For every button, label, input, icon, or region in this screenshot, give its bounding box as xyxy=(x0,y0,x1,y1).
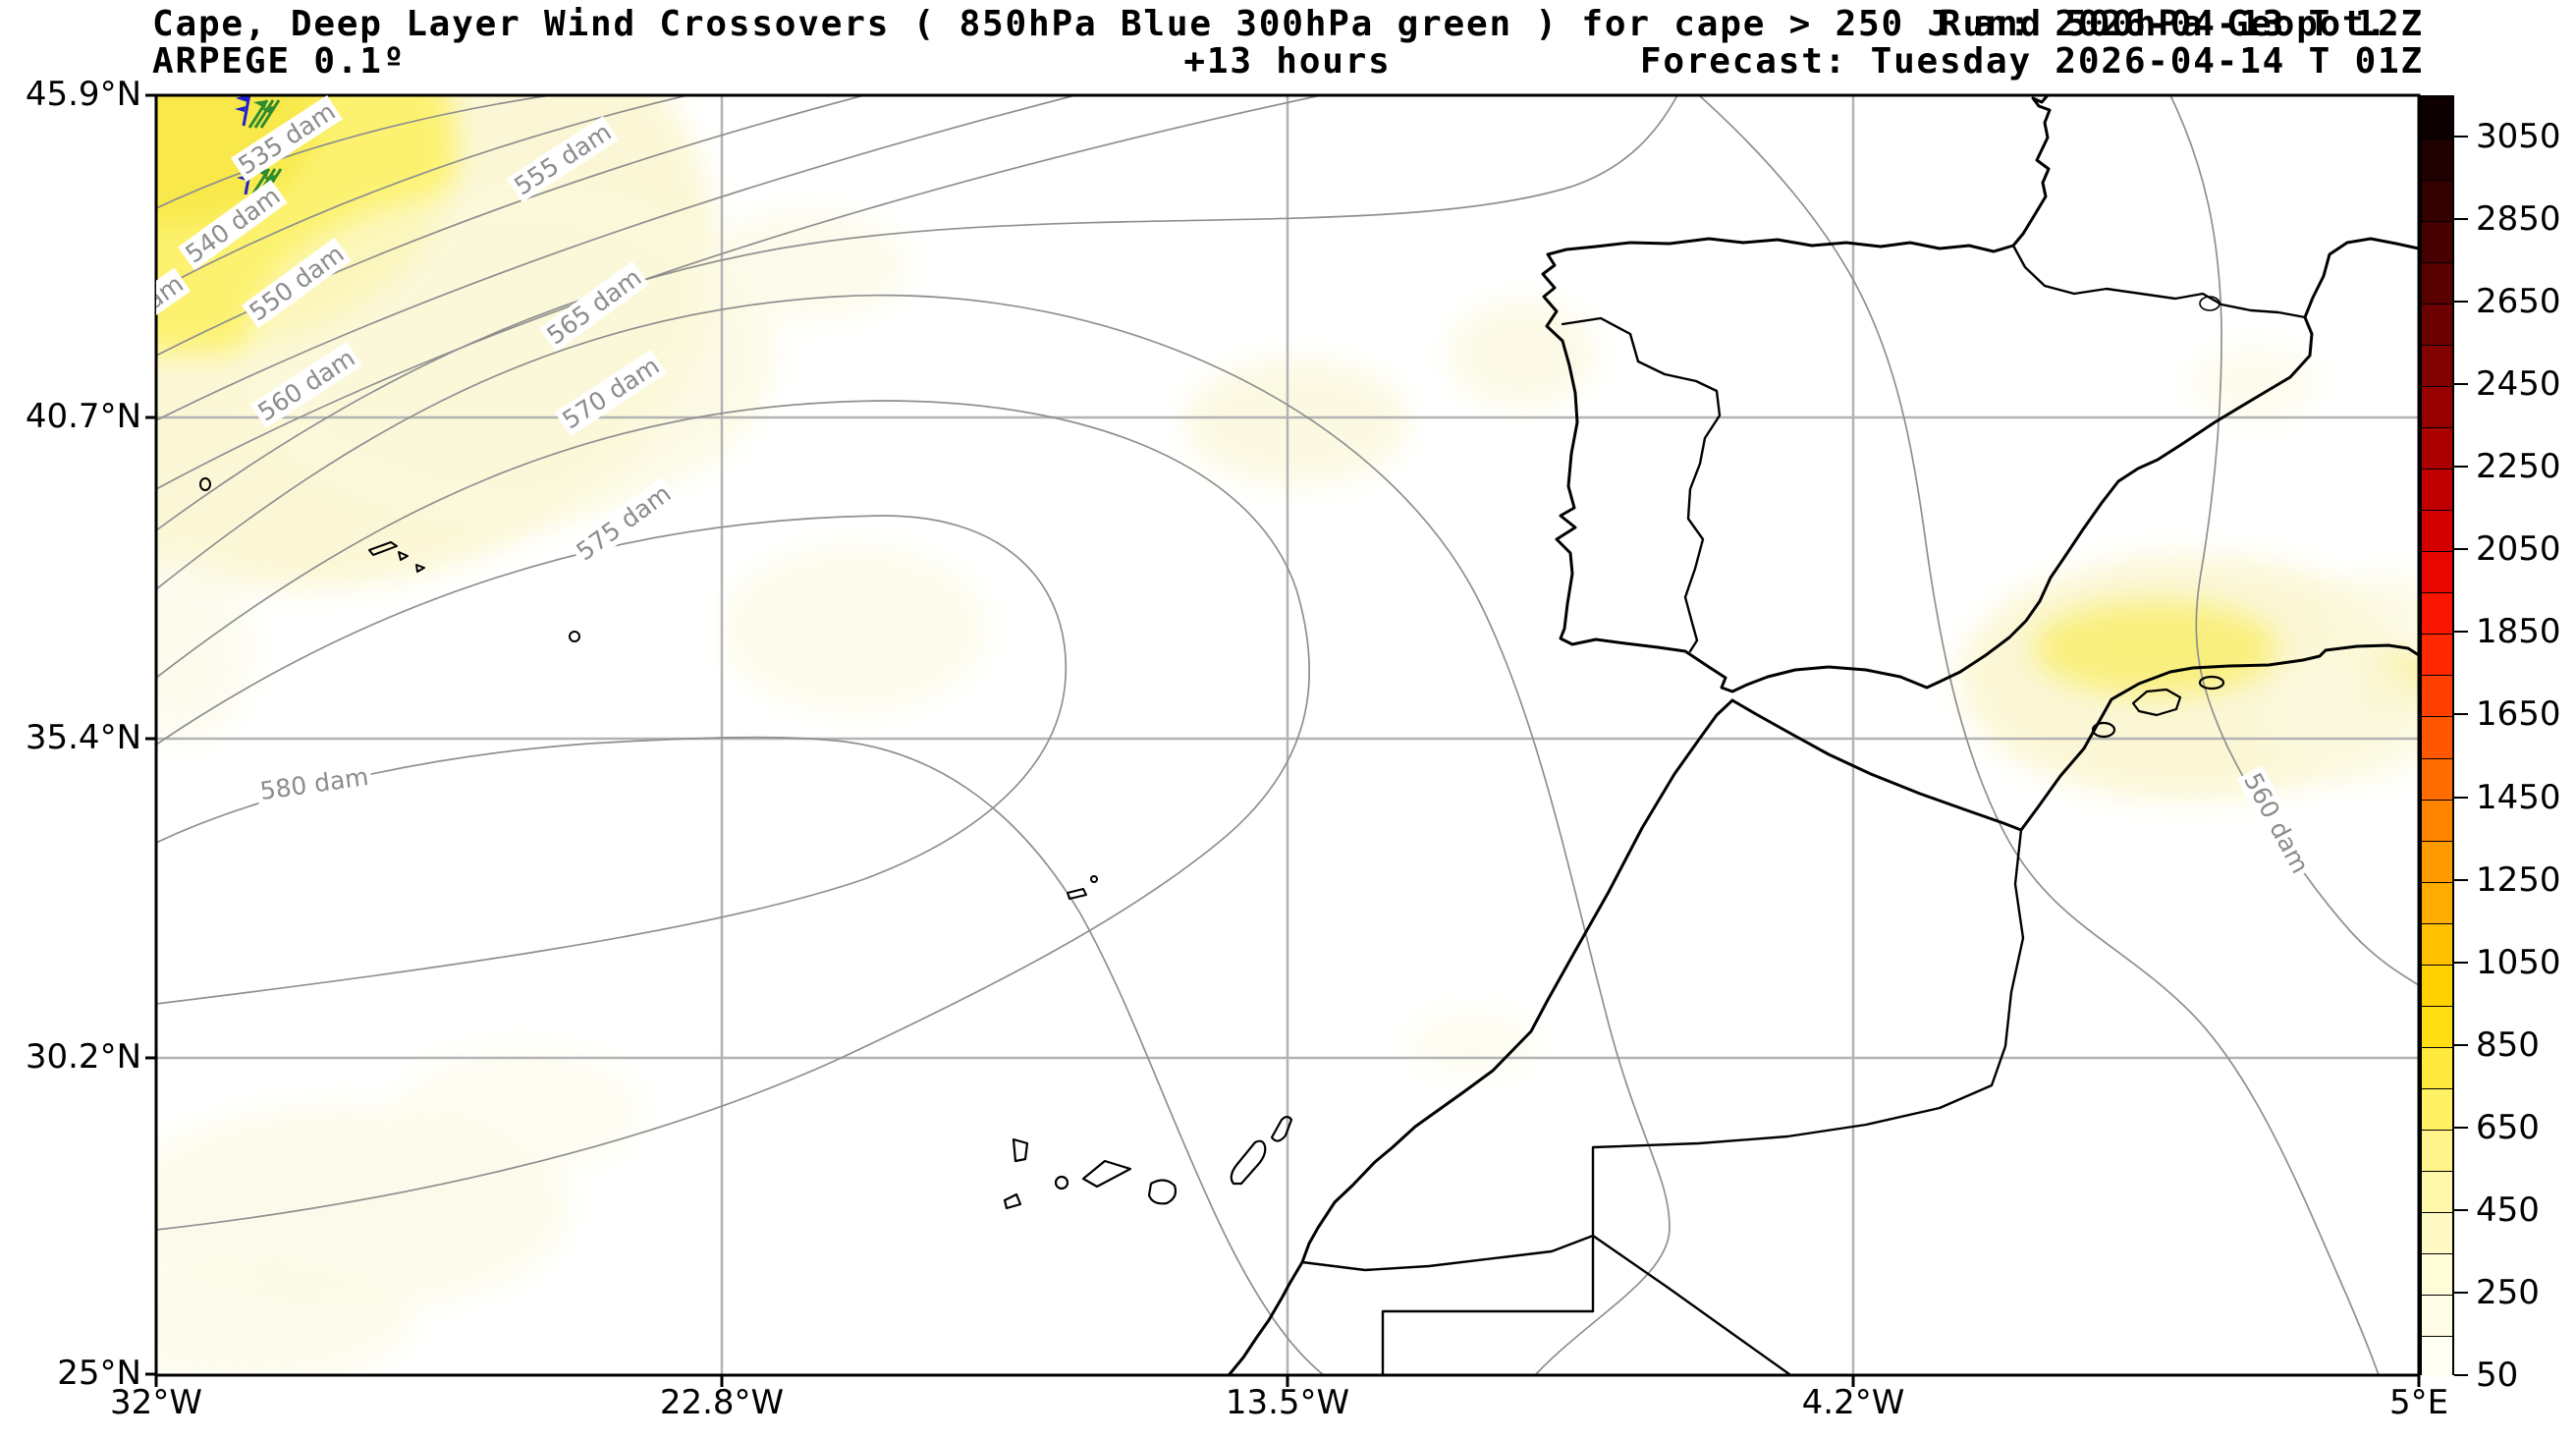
colorbar-segment xyxy=(2422,221,2452,263)
colorbar-segment xyxy=(2422,551,2452,593)
colorbar-value-label: 250 xyxy=(2476,1272,2540,1312)
colorbar-segment xyxy=(2422,1335,2452,1377)
colorbar-value-label: 50 xyxy=(2476,1356,2519,1395)
colorbar-value-label: 2250 xyxy=(2476,447,2561,487)
longitude-tick-label: 4.2°W xyxy=(1801,1383,1905,1422)
contour-value-label: 535 dam xyxy=(230,95,344,183)
colorbar-value-label: 650 xyxy=(2476,1107,2540,1147)
colorbar-value-label: 1650 xyxy=(2476,694,2561,735)
chart-title: Cape, Deep Layer Wind Crossovers ( 850hP… xyxy=(152,4,2388,44)
colorbar-segment xyxy=(2422,304,2452,346)
colorbar-segment xyxy=(2422,1294,2452,1336)
contour-value-label: 555 dam xyxy=(506,115,620,203)
geopotential-contour-layer xyxy=(156,95,2419,1375)
colorbar-segment xyxy=(2422,922,2452,965)
colorbar-segment xyxy=(2422,592,2452,635)
colorbar-value-label: 850 xyxy=(2476,1024,2540,1065)
latitude-tick-label: 35.4°N xyxy=(25,718,141,757)
colorbar-segment xyxy=(2422,1252,2452,1295)
colorbar-segment xyxy=(2422,1211,2452,1253)
latitude-tick-label: 30.2°N xyxy=(25,1037,141,1077)
colorbar-tick xyxy=(2454,878,2468,881)
axis-tick-marks xyxy=(145,93,2421,1387)
longitude-tick-label: 22.8°W xyxy=(659,1383,785,1422)
colorbar-tick xyxy=(2454,1208,2468,1211)
lead-time-label: +13 hours xyxy=(1183,41,1392,82)
colorbar-segment xyxy=(2422,469,2452,511)
colorbar-value-label: 3050 xyxy=(2476,117,2561,157)
colorbar-value-label: 2650 xyxy=(2476,282,2561,322)
colorbar-value-label: 1250 xyxy=(2476,859,2561,900)
longitude-tick-label: 32°W xyxy=(110,1383,202,1422)
colorbar-segment xyxy=(2422,1087,2452,1130)
colorbar-value-label: 2450 xyxy=(2476,364,2561,405)
latitude-tick-label: 45.9°N xyxy=(25,75,141,114)
colorbar-tick xyxy=(2454,1291,2468,1294)
colorbar-segment xyxy=(2422,634,2452,676)
colorbar-segment xyxy=(2422,262,2452,304)
colorbar-tick xyxy=(2454,1126,2468,1129)
contour-value-label: 560 dam xyxy=(2236,765,2317,881)
run-timestamp: Run: 2026-04-13 T 12Z xyxy=(1940,4,2424,44)
colorbar-segment xyxy=(2422,427,2452,470)
contour-value-label: 545 dam xyxy=(156,267,192,358)
longitude-tick-label: 5°E xyxy=(2388,1383,2449,1422)
colorbar-segment xyxy=(2422,510,2452,552)
colorbar-value-label: 2850 xyxy=(2476,199,2561,240)
gridline-layer xyxy=(156,95,2419,1375)
colorbar-tick xyxy=(2454,1043,2468,1046)
colorbar-tick xyxy=(2454,631,2468,634)
model-label: ARPEGE 0.1º xyxy=(152,41,407,82)
colorbar-tick xyxy=(2454,218,2468,221)
colorbar-segment xyxy=(2422,799,2452,841)
colorbar-value-label: 1450 xyxy=(2476,777,2561,817)
colorbar-tick xyxy=(2454,1374,2468,1376)
colorbar-value-label: 1850 xyxy=(2476,612,2561,652)
colorbar-segment xyxy=(2422,386,2452,428)
colorbar-segment xyxy=(2422,97,2452,139)
latitude-tick-label: 40.7°N xyxy=(25,397,141,436)
contour-value-label: 575 dam xyxy=(569,476,679,569)
contour-value-label: 565 dam xyxy=(539,260,649,353)
colorbar-segment xyxy=(2422,345,2452,387)
colorbar-segment xyxy=(2422,1005,2452,1047)
colorbar-segment xyxy=(2422,881,2452,923)
latitude-tick-label: 25°N xyxy=(57,1354,141,1393)
coastline-layer xyxy=(199,95,2419,1375)
colorbar-tick xyxy=(2454,136,2468,138)
colorbar-tick xyxy=(2454,961,2468,964)
colorbar-segment xyxy=(2422,1129,2452,1171)
colorbar-segment xyxy=(2422,1046,2452,1088)
colorbar-segment xyxy=(2422,964,2452,1006)
colorbar-segment xyxy=(2422,1170,2452,1212)
colorbar-segment xyxy=(2422,757,2452,800)
contour-value-label: 540 dam xyxy=(178,179,288,271)
wind-barb-layer xyxy=(235,95,283,197)
colorbar-tick xyxy=(2454,548,2468,551)
contour-value-label: 570 dam xyxy=(554,349,668,437)
colorbar-segment xyxy=(2422,716,2452,758)
contour-value-label: 560 dam xyxy=(249,341,363,429)
colorbar-segment xyxy=(2422,180,2452,222)
colorbar-tick xyxy=(2454,466,2468,469)
colorbar-value-label: 1050 xyxy=(2476,942,2561,982)
colorbar-segment xyxy=(2422,840,2452,882)
forecast-timestamp: Forecast: Tuesday 2026-04-14 T 01Z xyxy=(1639,41,2424,82)
cape-colorbar xyxy=(2420,95,2454,1377)
colorbar-value-label: 450 xyxy=(2476,1190,2540,1230)
colorbar-tick xyxy=(2454,301,2468,304)
longitude-tick-label: 13.5°W xyxy=(1225,1383,1350,1422)
contour-value-label: 550 dam xyxy=(242,237,352,329)
colorbar-tick xyxy=(2454,383,2468,386)
colorbar-tick xyxy=(2454,796,2468,799)
colorbar-segment xyxy=(2422,675,2452,717)
contour-value-label: 580 dam xyxy=(254,761,374,806)
colorbar-segment xyxy=(2422,138,2452,181)
colorbar-tick xyxy=(2454,713,2468,716)
colorbar-value-label: 2050 xyxy=(2476,529,2561,570)
